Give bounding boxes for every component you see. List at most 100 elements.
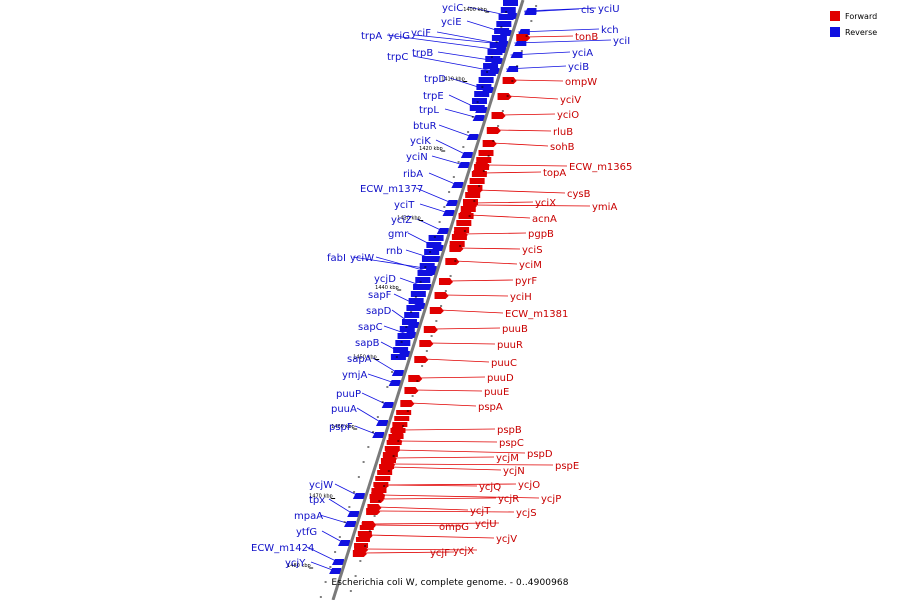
gene-label-ecw-m1377: ECW_m1377 (360, 184, 423, 195)
gene-block (462, 199, 478, 205)
gene-label-sapa: sapA (347, 354, 372, 365)
gene-feature-sohb (482, 140, 497, 147)
gene-label-ycik: yciK (410, 136, 431, 147)
tick-label: 1420 kbp (419, 146, 443, 152)
gene-label-ycie: yciE (441, 17, 462, 28)
gene-feature-btur (466, 134, 479, 140)
genome-backbone (331, 0, 525, 600)
gene-feature-pyrf (438, 278, 453, 285)
gene-label-ecw-m1424: ECW_m1424 (251, 543, 314, 554)
gene-label-ycjq: ycjQ (479, 482, 501, 493)
gene-label-ycjy: ycjY (285, 558, 306, 569)
gene-label-ycju: ycjU (475, 519, 497, 530)
leader-line-kch (517, 28, 600, 33)
gene-label-yciz: yciZ (391, 215, 412, 226)
gene-label-pspd: pspD (527, 449, 553, 460)
gene-block (397, 333, 413, 339)
gene-block (480, 70, 496, 76)
gene-label-sapf: sapF (368, 290, 392, 301)
leader-line-ycik (435, 139, 468, 156)
leader-line-ycjs (376, 510, 515, 513)
gene-features (329, 0, 537, 574)
gene-label-ycjf: ycjF (430, 548, 450, 559)
gene-label-ycjx: ycjX (453, 546, 474, 557)
gene-block (392, 422, 408, 427)
leader-line-puue (414, 389, 483, 392)
gene-label-ycic: yciC (442, 3, 463, 14)
gene-label-ecw-m1381: ECW_m1381 (505, 309, 568, 320)
gene-block (469, 178, 485, 184)
leader-line-ycjy (310, 561, 336, 572)
leader-line-tonb (526, 35, 574, 38)
gene-block (380, 458, 396, 463)
gene-feature-ycih (434, 292, 449, 299)
gene-feature-yciu (524, 8, 537, 14)
leader-line-puur (429, 342, 496, 345)
gene-label-ycin: yciN (406, 152, 428, 163)
gene-label-ycii: yciI (613, 36, 630, 47)
gene-label-cls: cls (581, 5, 595, 16)
gene-block (390, 354, 406, 360)
gene-label-ymia: ymiA (592, 202, 617, 213)
tick-label: 1400 kbp (463, 7, 487, 13)
leader-line-sapa (372, 357, 399, 374)
gene-block (456, 220, 472, 226)
leader-line-pspf (354, 425, 379, 436)
gene-label-riba: ribA (403, 169, 423, 180)
leader-line-ecw-m1377 (415, 187, 452, 204)
leader-line-acna (469, 214, 531, 219)
gene-label-ycjo: ycjO (518, 480, 540, 491)
leader-line-pspb (401, 428, 496, 431)
gene-label-sohb: sohB (550, 142, 575, 153)
gene-feature-ycim (445, 258, 460, 265)
gene-label-puur: puuR (497, 340, 523, 351)
leader-line-rlub (496, 129, 552, 132)
gene-block (460, 206, 476, 212)
gene-block (406, 305, 422, 311)
reverse-swatch (830, 27, 840, 37)
leader-line-ycjt (377, 506, 469, 511)
legend-reverse-label: Reverse (845, 27, 878, 37)
gene-feature-ecw-m1381 (429, 307, 444, 314)
gene-label-ycib: yciB (568, 62, 589, 73)
leader-line-yciv (507, 95, 559, 100)
gene-block (426, 242, 442, 248)
gene-label-ytfg: ytfG (296, 527, 317, 538)
gene-label-ycim: yciM (519, 260, 542, 271)
gene-block (415, 277, 431, 283)
gene-label-btur: btuR (413, 121, 437, 132)
leader-line-ycit (419, 203, 449, 214)
gene-label-ymja: ymjA (342, 370, 367, 381)
leader-line-ycig (413, 34, 503, 45)
gene-block (419, 263, 435, 269)
gene-block (369, 494, 385, 499)
leader-line-ycjf (362, 551, 455, 554)
gene-block (375, 476, 391, 481)
leader-line-ycim (455, 260, 518, 265)
gene-block (469, 105, 485, 111)
gene-label-rnb: rnb (386, 246, 403, 257)
leader-line-puup (361, 392, 388, 406)
gene-block (471, 98, 487, 104)
gene-label-ecw-m1365: ECW_m1365 (569, 162, 632, 173)
leader-line-ycii (514, 39, 612, 44)
gene-label-puue: puuE (484, 387, 509, 398)
gene-block (390, 428, 406, 433)
gene-label-ycjn: ycjN (503, 466, 525, 477)
leader-line-yciw (375, 256, 430, 273)
gene-feature-rlub (486, 127, 501, 134)
gene-block (485, 56, 501, 62)
gene-label-puub: puuB (502, 324, 528, 335)
legend-forward: Forward (830, 9, 890, 23)
tick-label: 1480 kbp (287, 563, 311, 569)
gene-feature-ycit (442, 210, 455, 216)
gene-label-topa: topA (543, 168, 566, 179)
leader-line-puua (356, 407, 383, 424)
leader-line-ycjx (364, 548, 478, 551)
gene-label-ycia: yciA (572, 48, 593, 59)
leader-line-ymja (367, 373, 395, 384)
genome-caption: Escherichia coli W, complete genome. - 0… (331, 578, 569, 588)
gene-feature-mpaa (344, 521, 357, 527)
leader-line-ycju (372, 522, 500, 525)
gene-block (357, 531, 372, 536)
